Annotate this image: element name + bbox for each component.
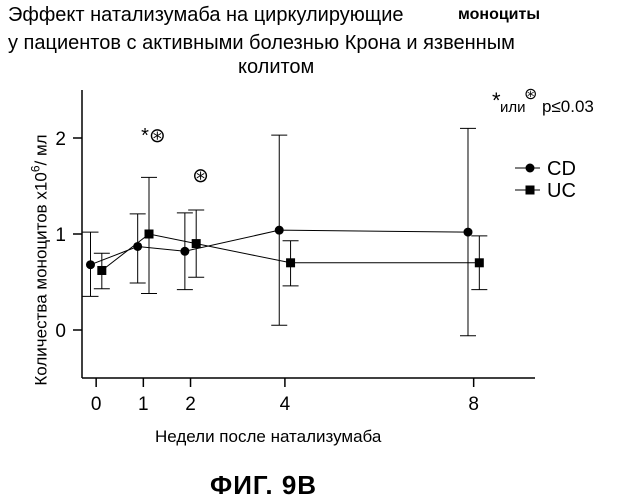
data-point-UC-8 bbox=[474, 258, 484, 268]
x-tick-label-4: 4 bbox=[280, 394, 291, 415]
significance-marker-week-2: ⊛ bbox=[192, 165, 209, 187]
chart-title-line-3: колитом bbox=[238, 56, 315, 78]
note-asterisk: * bbox=[492, 88, 501, 113]
data-point-UC-0 bbox=[97, 265, 107, 275]
chart-title-bold-word: моноциты bbox=[458, 6, 541, 23]
legend-marker-UC bbox=[525, 185, 535, 195]
data-point-UC-4 bbox=[286, 258, 296, 268]
figure-caption: ФИГ. 9В bbox=[210, 470, 318, 500]
chart-title-line-1: Эффект натализумаба на циркулирующие bbox=[8, 4, 404, 26]
data-point-CD-4 bbox=[274, 225, 284, 235]
data-point-CD-8 bbox=[463, 227, 473, 237]
note-p-value: p≤0.03 bbox=[542, 97, 594, 116]
x-axis-label: Недели после натализумаба bbox=[155, 427, 382, 446]
legend-marker-CD bbox=[525, 163, 535, 173]
chart-title-line-2: у пациентов с активными болезнью Крона и… bbox=[8, 32, 515, 54]
y-tick-label-1: 1 bbox=[55, 225, 66, 246]
significance-marker-week-1: *⊛ bbox=[141, 125, 166, 147]
data-point-CD-0 bbox=[85, 260, 95, 270]
note-or-word: или bbox=[500, 99, 526, 116]
data-point-CD-2 bbox=[180, 246, 190, 256]
x-tick-label-2: 2 bbox=[185, 394, 196, 415]
data-point-UC-1 bbox=[144, 229, 154, 239]
y-tick-label-0: 0 bbox=[55, 321, 66, 342]
legend-label-CD: CD bbox=[547, 158, 576, 180]
x-tick-label-0: 0 bbox=[91, 394, 102, 415]
x-tick-label-8: 8 bbox=[468, 394, 479, 415]
legend-label-UC: UC bbox=[547, 180, 576, 202]
data-point-UC-2 bbox=[191, 239, 201, 249]
note-circled-symbol: ⊛ bbox=[524, 86, 537, 103]
x-tick-label-1: 1 bbox=[138, 394, 149, 415]
y-tick-label-2: 2 bbox=[55, 129, 66, 150]
